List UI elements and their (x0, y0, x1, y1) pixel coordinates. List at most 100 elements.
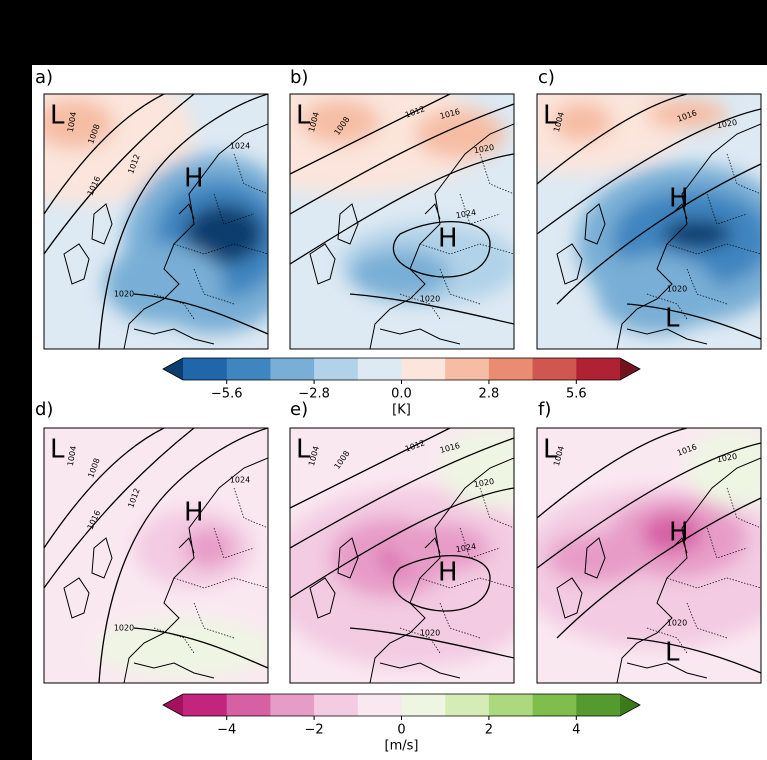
map-field (44, 94, 268, 349)
colorbar-tick-label: 4 (572, 723, 580, 738)
field-area (184, 204, 264, 264)
pressure-center: L (665, 638, 680, 668)
colorbar-segment (401, 694, 446, 716)
colorbar-segment (532, 358, 577, 380)
panel-label: d) (35, 399, 53, 420)
colorbar-segment (226, 358, 271, 380)
pressure-center: L (543, 101, 558, 131)
field-area (104, 244, 224, 324)
colorbar-segment (576, 358, 621, 380)
isobars (537, 94, 761, 340)
field-area (390, 523, 490, 573)
contour-label: 1020 (420, 295, 440, 304)
contour-label: 1020 (716, 118, 738, 130)
field-area (662, 219, 732, 249)
pressure-center: L (665, 304, 680, 334)
field-area (300, 100, 380, 144)
map-field (290, 94, 514, 349)
panel-label: e) (290, 399, 308, 420)
colorbar-segment (357, 358, 402, 380)
map-field (290, 428, 514, 683)
colorbar-outline (162, 357, 641, 381)
pressure-center: H (669, 184, 689, 214)
pressure-center: L (50, 435, 65, 465)
colorbar-segment (488, 358, 534, 380)
map-frame (536, 427, 762, 684)
contour-label: 1020 (473, 143, 495, 155)
pressure-center: H (438, 224, 458, 254)
contour-label: 1024 (455, 542, 477, 554)
colorbar-extend (620, 694, 640, 716)
map-field (44, 428, 268, 683)
field-area (647, 99, 727, 129)
field-area (44, 99, 114, 149)
contour-label: 1020 (420, 629, 440, 638)
colorbar-tick-label: 2 (485, 723, 493, 738)
colorbar-extend (620, 358, 640, 380)
field-blobs (290, 94, 514, 304)
field-area (642, 513, 702, 553)
contour-label: 1024 (230, 476, 250, 485)
contour-label: 1020 (667, 619, 687, 628)
contour-label: 1004 (66, 111, 78, 133)
contour-label: 1020 (114, 624, 134, 633)
colorbar-tick-label: 0 (397, 723, 405, 738)
colorbar-segment (270, 694, 315, 716)
colorbar-unit: [K] (392, 403, 411, 418)
pressure-center: L (543, 435, 558, 465)
colorbar-segment (183, 358, 228, 380)
colorbar-segment (183, 694, 228, 716)
colorbar-extend (163, 694, 183, 716)
isobars (537, 428, 761, 674)
colorbar-segment (532, 694, 577, 716)
colorbar-segment (576, 694, 621, 716)
panel-label: c) (538, 67, 555, 88)
colorbar-segment (226, 694, 271, 716)
pressure-center: H (184, 164, 204, 194)
contour-label: 1020 (473, 477, 495, 489)
colorbar-tick-label: 5.6 (566, 387, 587, 402)
pressure-center: L (50, 101, 65, 131)
map-frame (289, 427, 515, 684)
colorbar-segment (270, 358, 315, 380)
contour-label: 1024 (455, 208, 477, 220)
field-area (547, 533, 647, 583)
field-area (184, 528, 234, 568)
isobars (290, 94, 514, 325)
field-blobs (54, 468, 268, 678)
contour-label: 1004 (66, 445, 78, 467)
map-frame (43, 427, 269, 684)
colorbar-tick-label: 0.0 (391, 387, 412, 402)
field-area (440, 428, 514, 508)
colorbar-segment (488, 694, 534, 716)
contour-label: 1020 (716, 452, 738, 464)
panel-label: b) (290, 67, 308, 88)
colorbar-extend (163, 358, 183, 380)
colorbar-tick-label: −2.8 (298, 387, 330, 402)
colorbar-segment (357, 694, 402, 716)
colorbar-tick-label: −5.6 (211, 387, 243, 402)
isobars (290, 428, 514, 659)
map-field (537, 428, 761, 683)
colorbar-tick-label: −4 (217, 723, 236, 738)
contour-label: 1024 (230, 142, 250, 151)
pressure-center: L (296, 435, 311, 465)
colorbar-segment (314, 694, 359, 716)
panel-label: a) (35, 67, 53, 88)
map-frame (289, 93, 515, 350)
panel-label: f) (538, 399, 551, 420)
pressure-center: H (438, 558, 458, 588)
field-area (415, 109, 505, 159)
colorbar-segment (314, 358, 359, 380)
map-field (537, 94, 761, 349)
isobars (44, 94, 268, 349)
field-blobs (44, 94, 268, 334)
pressure-center: L (296, 101, 311, 131)
